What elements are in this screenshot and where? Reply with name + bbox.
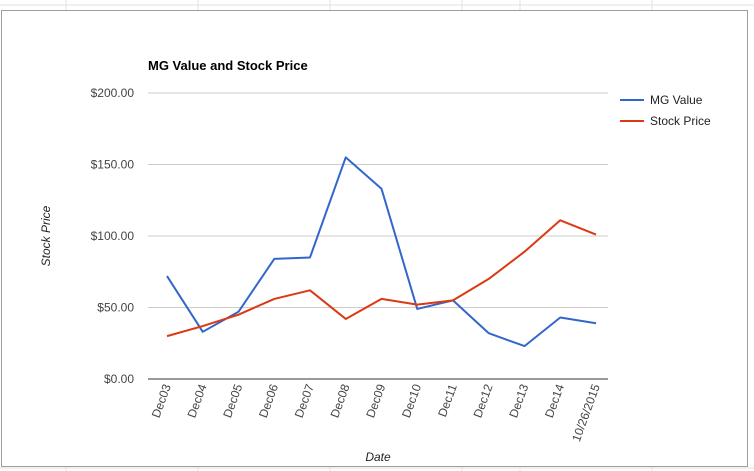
legend: MG Value Stock Price (620, 93, 711, 128)
gridlines (148, 92, 608, 308)
x-tick-label: Dec10 (399, 382, 424, 420)
x-tick-label: Dec03 (149, 382, 174, 420)
y-tick-label: $0.00 (104, 372, 134, 386)
x-tick-label: Dec11 (435, 382, 460, 419)
x-tick-label: Dec12 (471, 382, 496, 420)
x-tick-label: Dec14 (542, 382, 567, 420)
y-tick-label: $150.00 (91, 158, 135, 172)
y-tick-label: $50.00 (97, 301, 134, 315)
x-tick-label: Dec04 (185, 382, 210, 420)
x-tick-label: Dec08 (328, 382, 353, 420)
x-tick-label: Dec13 (506, 382, 531, 420)
chart-container[interactable] (1, 10, 748, 467)
x-axis-label: Date (365, 450, 391, 464)
x-tick-label: Dec07 (292, 382, 317, 420)
chart-title: MG Value and Stock Price (148, 58, 308, 73)
y-tick-label: $100.00 (91, 229, 135, 243)
legend-item[interactable]: MG Value (620, 93, 703, 107)
series-line-mg-value (166, 156, 597, 348)
legend-item[interactable]: Stock Price (620, 114, 711, 128)
y-axis-label: Stock Price (39, 205, 53, 266)
x-tick-label: Dec05 (220, 382, 245, 420)
x-axis-ticks: Dec03 Dec04 Dec05 Dec06 Dec07 Dec08 Dec09 Dec10… (149, 382, 603, 444)
x-tick-label: Dec09 (363, 382, 388, 420)
series-lines (166, 156, 597, 348)
x-tick-label: Dec06 (256, 382, 281, 420)
x-tick-label: 10/26/2015 (569, 382, 603, 444)
legend-label: MG Value (650, 93, 703, 107)
legend-label: Stock Price (650, 114, 711, 128)
y-axis-ticks: $0.00 $50.00 $100.00 $150.00 $200.00 (91, 86, 135, 386)
series-line-stock-price (166, 219, 597, 338)
y-tick-label: $200.00 (91, 86, 135, 100)
